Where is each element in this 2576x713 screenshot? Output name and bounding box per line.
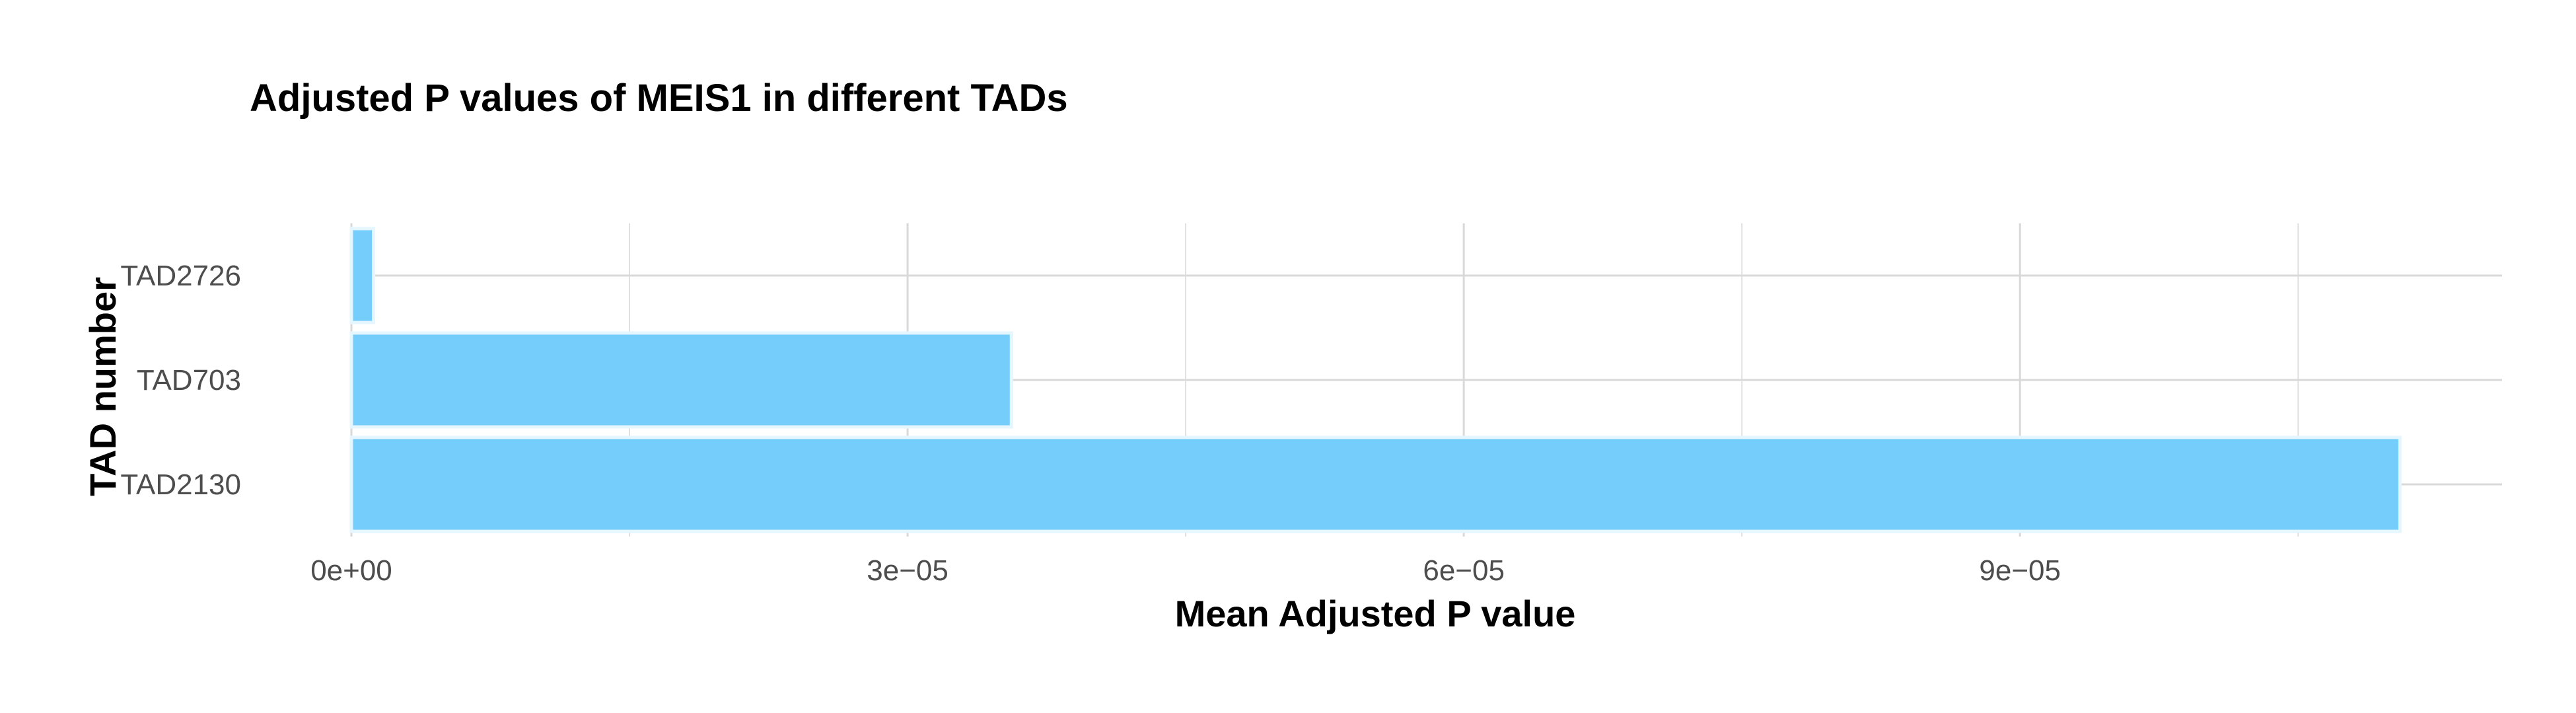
- x-tick-label: 6e−05: [1423, 554, 1505, 587]
- x-tick-labels: 0e+00 3e−05 6e−05 9e−05: [310, 554, 2061, 587]
- x-tick-label: 3e−05: [867, 554, 948, 587]
- bar-tad2726: [349, 227, 376, 324]
- y-tick-label: TAD2130: [120, 469, 241, 501]
- bar-tad2130: [349, 435, 2402, 533]
- y-tick-label: TAD703: [137, 364, 241, 396]
- x-tick-label: 0e+00: [310, 554, 392, 587]
- x-axis-label: Mean Adjusted P value: [1175, 593, 1576, 634]
- x-tick-label: 9e−05: [1979, 554, 2061, 587]
- bar-tad703: [349, 331, 1013, 429]
- chart-title: Adjusted P values of MEIS1 in different …: [250, 77, 1068, 120]
- y-tick-label: TAD2726: [120, 260, 241, 292]
- bars: [349, 227, 2402, 533]
- y-tick-labels: TAD2726 TAD703 TAD2130: [120, 260, 241, 501]
- y-axis-label: TAD number: [82, 277, 124, 496]
